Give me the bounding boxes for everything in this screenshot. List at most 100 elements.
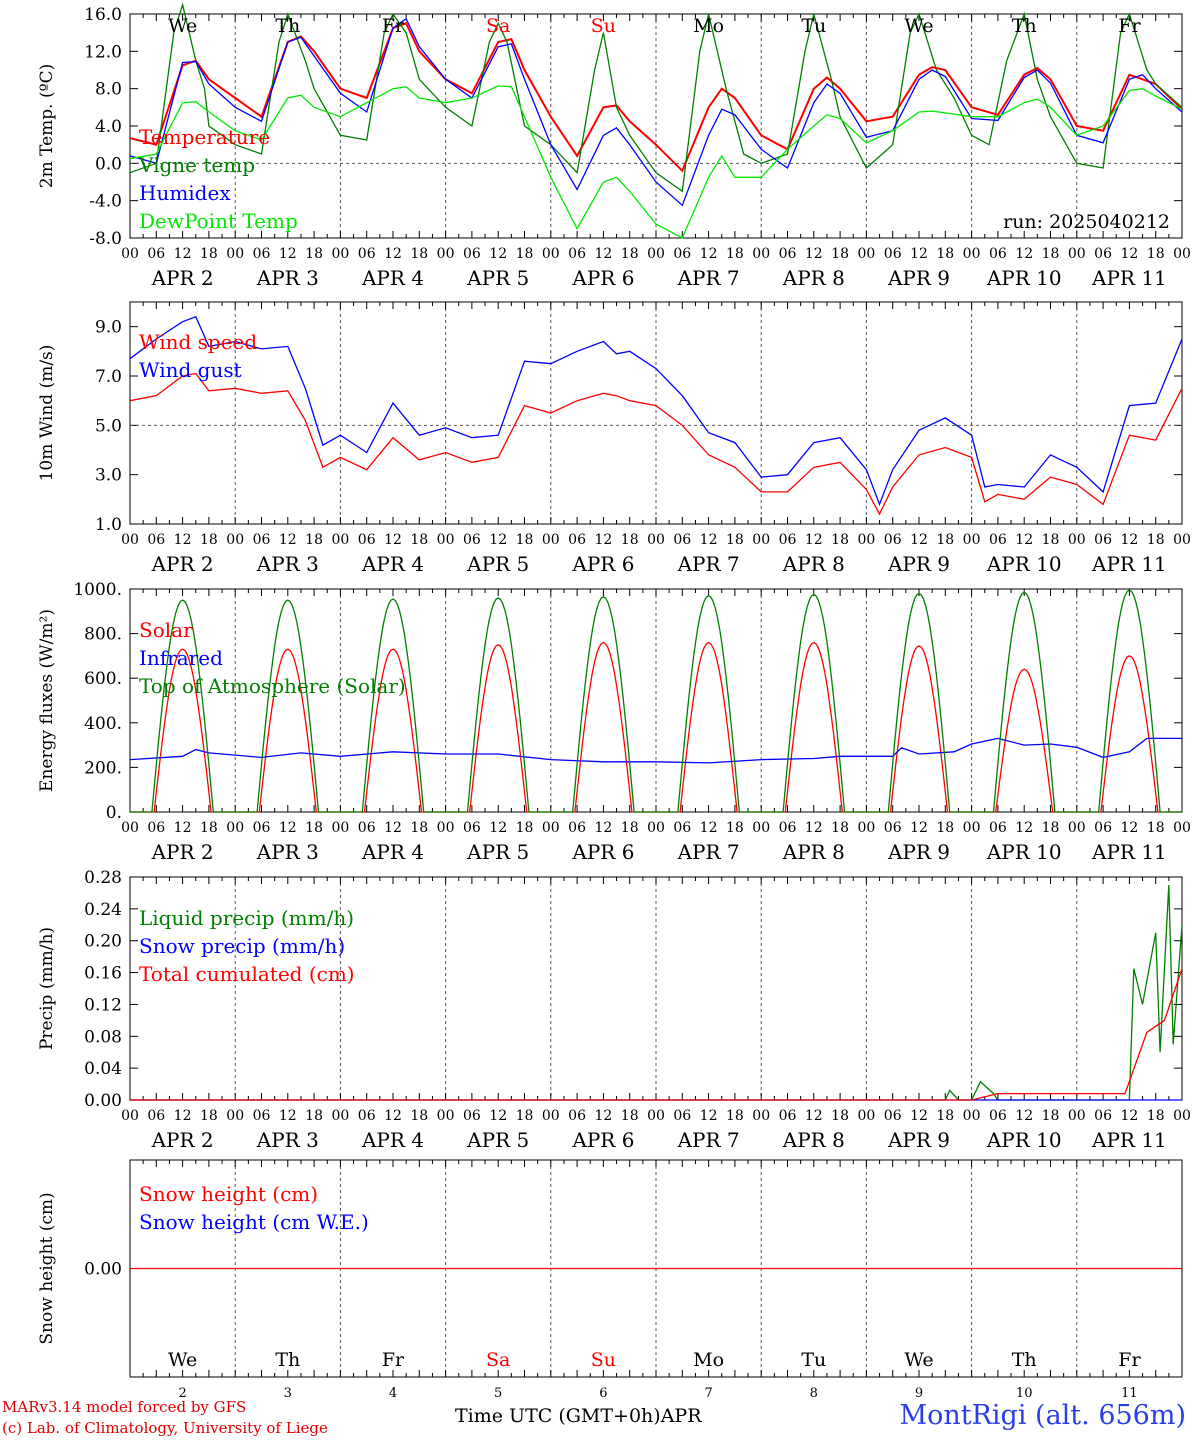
hour-label: 00: [542, 1108, 560, 1124]
hour-label: 12: [489, 1108, 507, 1124]
day-name-1: Th: [275, 15, 300, 37]
hour-label: 06: [1094, 1108, 1112, 1124]
hour-label: 18: [410, 1108, 428, 1124]
hour-label: 00: [1068, 820, 1086, 836]
date-label: APR 4: [361, 266, 424, 290]
day-name-5: Mo: [693, 15, 724, 37]
hour-label: 06: [568, 246, 586, 262]
day-name-0: We: [168, 15, 197, 37]
date-label: APR 9: [887, 840, 950, 864]
hour-label: 06: [253, 246, 271, 262]
hour-label: 18: [1147, 532, 1165, 548]
hour-label: 18: [621, 820, 639, 836]
y-tick-label: 0.20: [84, 932, 122, 952]
date-label: APR 3: [256, 1128, 319, 1152]
hour-label: 06: [1094, 246, 1112, 262]
hour-label: 00: [963, 820, 981, 836]
hour-label: 06: [1094, 532, 1112, 548]
date-label: APR 4: [361, 840, 424, 864]
hour-label: 18: [621, 1108, 639, 1124]
hour-label: 12: [700, 1108, 718, 1124]
legend-entry: Vigne temp: [138, 153, 255, 177]
hour-label: 06: [463, 246, 481, 262]
hour-label: 18: [726, 820, 744, 836]
hour-label: 18: [305, 820, 323, 836]
hour-label: 18: [200, 820, 218, 836]
hour-label: 06: [253, 532, 271, 548]
hour-label: 00: [857, 246, 875, 262]
day-name-6: Tu: [801, 15, 826, 37]
date-label: APR 6: [571, 266, 634, 290]
hour-label: 00: [647, 532, 665, 548]
day-number-0: 2: [178, 1386, 186, 1401]
hour-label: 12: [489, 820, 507, 836]
hour-label: 12: [805, 532, 823, 548]
hour-label: 12: [1015, 532, 1033, 548]
legend-entry: DewPoint Temp: [139, 209, 298, 233]
model-credit: MARv3.14 model forced by GFS: [2, 1398, 247, 1416]
hour-label: 12: [489, 246, 507, 262]
y-tick-label: 400.: [84, 714, 122, 734]
hour-label: 12: [594, 1108, 612, 1124]
hour-label: 12: [1120, 246, 1138, 262]
hour-label: 18: [410, 532, 428, 548]
hour-label: 18: [200, 246, 218, 262]
y-axis-title: Energy fluxes (W/m²): [37, 609, 57, 792]
hour-label: 06: [358, 820, 376, 836]
hour-label: 00: [226, 246, 244, 262]
date-label: APR 8: [782, 1128, 845, 1152]
series-line-wind-gust: [129, 315, 1183, 507]
hour-label: 06: [884, 246, 902, 262]
hour-label: 12: [174, 532, 192, 548]
y-tick-label: 800.: [84, 625, 122, 645]
hour-label: 00: [331, 1108, 349, 1124]
day-number-3: 5: [494, 1386, 502, 1401]
hour-label: 18: [621, 246, 639, 262]
series-line-wind-speed: [129, 372, 1183, 516]
hour-label: 12: [384, 532, 402, 548]
y-tick-label: 7.0: [95, 367, 122, 387]
date-label: APR 10: [986, 266, 1062, 290]
time-axis-title: Time UTC (GMT+0h)APR: [455, 1405, 702, 1427]
hour-label: 06: [147, 1108, 165, 1124]
y-axis-title: Precip (mm/h): [37, 927, 57, 1050]
date-label: APR 11: [1091, 266, 1167, 290]
hour-label: 00: [437, 820, 455, 836]
y-tick-label: 3.0: [95, 466, 122, 486]
series-line-vigne-temp: [129, 2, 1183, 193]
hour-label: 00: [121, 820, 139, 836]
lab-credit: (c) Lab. of Climatology, University of L…: [2, 1419, 328, 1437]
date-label: APR 11: [1091, 1128, 1167, 1152]
date-label: APR 6: [571, 552, 634, 576]
hour-label: 12: [1015, 246, 1033, 262]
hour-label: 18: [726, 1108, 744, 1124]
hour-label: 12: [700, 246, 718, 262]
hour-label: 06: [253, 1108, 271, 1124]
hour-label: 00: [647, 1108, 665, 1124]
hour-label: 18: [936, 1108, 954, 1124]
hour-label: 06: [989, 532, 1007, 548]
day-name-1: Th: [275, 1349, 300, 1371]
day-name-8: Th: [1012, 15, 1037, 37]
hour-label: 12: [1120, 820, 1138, 836]
day-name-4: Su: [591, 15, 616, 37]
legend-entry: Top of Atmosphere (Solar): [139, 674, 406, 698]
hour-label: 06: [147, 532, 165, 548]
hour-label: 18: [831, 820, 849, 836]
hour-label: 18: [305, 246, 323, 262]
day-number-1: 3: [284, 1386, 292, 1401]
date-label: APR 2: [151, 1128, 214, 1152]
hour-label: 18: [516, 1108, 534, 1124]
hour-label: 18: [410, 246, 428, 262]
y-tick-label: 200.: [84, 758, 122, 778]
date-label: APR 8: [782, 552, 845, 576]
hour-label: 12: [594, 820, 612, 836]
hour-label: 06: [989, 1108, 1007, 1124]
day-number-7: 9: [915, 1386, 923, 1401]
time-axis-title-text: Time UTC (GMT+0h): [455, 1405, 661, 1427]
y-axis-title: 2m Temp. (ºC): [37, 64, 57, 189]
date-label: APR 9: [887, 1128, 950, 1152]
y-axis-title: Snow height (cm): [37, 1192, 57, 1344]
hour-label: 12: [384, 820, 402, 836]
day-name-7: We: [904, 1349, 933, 1371]
